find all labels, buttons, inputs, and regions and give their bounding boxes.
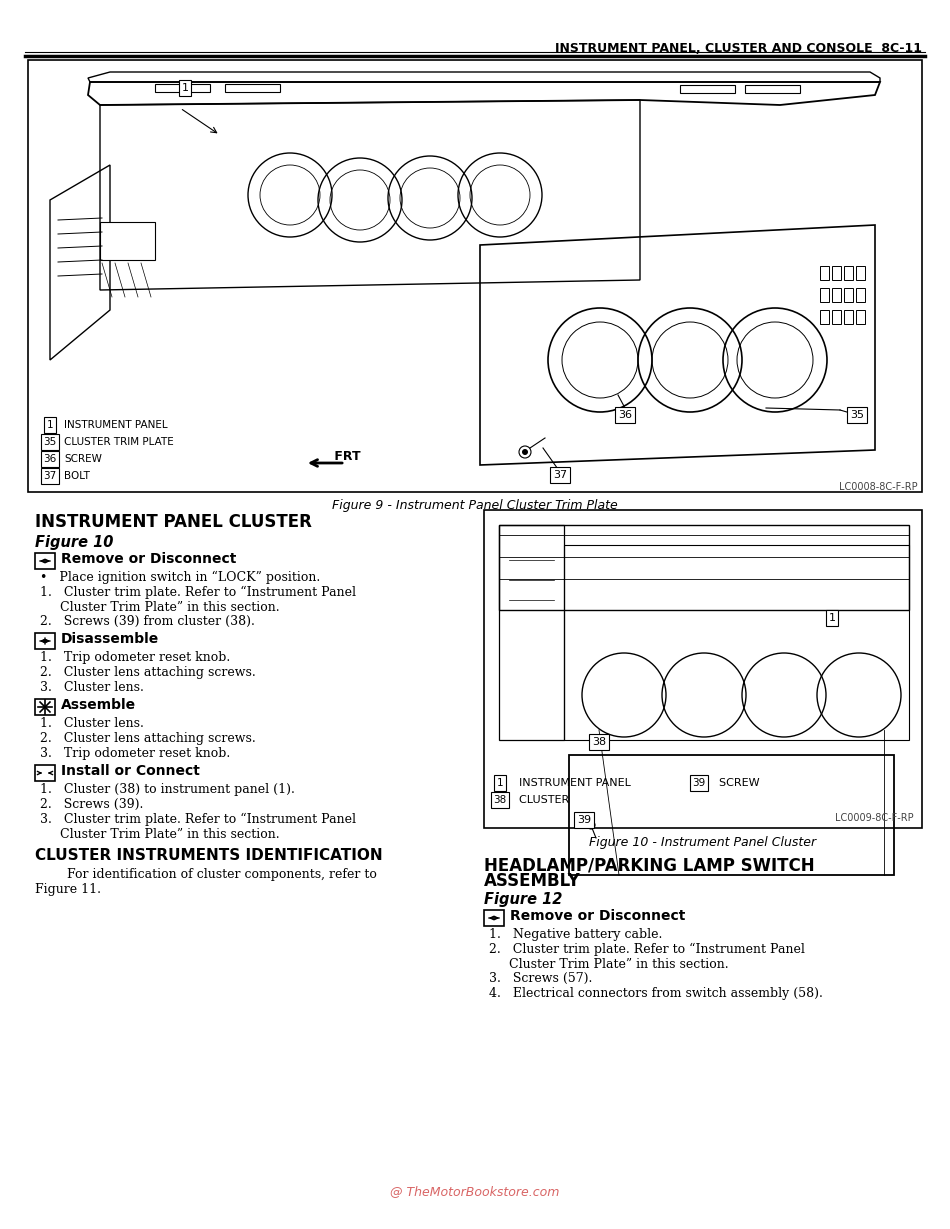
Text: 37: 37: [44, 471, 57, 481]
Text: 1: 1: [181, 84, 188, 93]
Bar: [100, 222, 155, 261]
Bar: [856, 288, 865, 302]
Bar: [820, 310, 829, 324]
Text: INSTRUMENT PANEL: INSTRUMENT PANEL: [512, 778, 631, 788]
Text: 4.   Electrical connectors from switch assembly (58).: 4. Electrical connectors from switch ass…: [489, 987, 823, 1000]
Bar: [832, 310, 841, 324]
Bar: [35, 699, 55, 715]
Text: 38: 38: [493, 795, 506, 805]
Text: SCREW: SCREW: [712, 778, 760, 788]
Text: HEADLAMP/PARKING LAMP SWITCH: HEADLAMP/PARKING LAMP SWITCH: [484, 857, 814, 874]
Text: Install or Connect: Install or Connect: [61, 764, 200, 778]
Text: 2.   Screws (39).: 2. Screws (39).: [40, 798, 143, 811]
Bar: [35, 633, 55, 649]
Text: 1: 1: [47, 420, 53, 430]
Text: 39: 39: [693, 778, 706, 788]
Text: Disassemble: Disassemble: [61, 632, 160, 646]
Text: 37: 37: [553, 469, 567, 481]
Text: 1.   Cluster trim plate. Refer to “Instrument Panel
     Cluster Trim Plate” in : 1. Cluster trim plate. Refer to “Instrum…: [40, 586, 356, 614]
Text: Figure 10 - Instrument Panel Cluster: Figure 10 - Instrument Panel Cluster: [589, 836, 817, 849]
Bar: [484, 909, 504, 925]
Text: 35: 35: [850, 410, 864, 420]
Bar: [820, 265, 829, 280]
Text: Assemble: Assemble: [61, 698, 136, 712]
Text: 1: 1: [497, 778, 504, 788]
Bar: [28, 60, 922, 492]
Text: 3.   Trip odometer reset knob.: 3. Trip odometer reset knob.: [40, 747, 230, 760]
Bar: [856, 310, 865, 324]
Text: 3.   Cluster lens.: 3. Cluster lens.: [40, 681, 143, 694]
Text: INSTRUMENT PANEL, CLUSTER AND CONSOLE  8C-11: INSTRUMENT PANEL, CLUSTER AND CONSOLE 8C…: [555, 42, 922, 55]
Text: Figure 9 - Instrument Panel Cluster Trim Plate: Figure 9 - Instrument Panel Cluster Trim…: [332, 499, 618, 512]
Text: @ TheMotorBookstore.com: @ TheMotorBookstore.com: [390, 1185, 560, 1198]
Text: 3.   Screws (57).: 3. Screws (57).: [489, 972, 593, 984]
Text: 2.   Cluster lens attaching screws.: 2. Cluster lens attaching screws.: [40, 732, 256, 745]
Text: 35: 35: [44, 438, 57, 447]
Text: SCREW: SCREW: [64, 454, 102, 465]
Bar: [35, 553, 55, 569]
Text: 1.   Negative battery cable.: 1. Negative battery cable.: [489, 928, 662, 941]
Text: 2.   Cluster lens attaching screws.: 2. Cluster lens attaching screws.: [40, 666, 256, 678]
Bar: [856, 265, 865, 280]
Text: 2.   Cluster trim plate. Refer to “Instrument Panel
     Cluster Trim Plate” in : 2. Cluster trim plate. Refer to “Instrum…: [489, 943, 805, 971]
Text: 1.   Cluster (38) to instrument panel (1).: 1. Cluster (38) to instrument panel (1).: [40, 783, 294, 796]
Text: Remove or Disconnect: Remove or Disconnect: [510, 909, 685, 923]
Text: Figure 12: Figure 12: [484, 892, 562, 907]
Bar: [844, 288, 853, 302]
Bar: [484, 510, 922, 828]
Text: LC0008-8C-F-RP: LC0008-8C-F-RP: [840, 482, 918, 492]
Text: CLUSTER: CLUSTER: [512, 795, 569, 805]
Text: INSTRUMENT PANEL CLUSTER: INSTRUMENT PANEL CLUSTER: [35, 512, 312, 531]
Text: 39: 39: [577, 815, 591, 825]
Text: 36: 36: [44, 454, 57, 465]
Text: 1.   Trip odometer reset knob.: 1. Trip odometer reset knob.: [40, 651, 230, 664]
Bar: [35, 764, 55, 780]
Bar: [832, 265, 841, 280]
Text: ASSEMBLY: ASSEMBLY: [484, 873, 580, 890]
Text: BOLT: BOLT: [64, 471, 90, 481]
Text: For identification of cluster components, refer to
Figure 11.: For identification of cluster components…: [35, 868, 377, 896]
Bar: [844, 310, 853, 324]
Circle shape: [522, 449, 528, 455]
Text: CLUSTER INSTRUMENTS IDENTIFICATION: CLUSTER INSTRUMENTS IDENTIFICATION: [35, 848, 383, 863]
Bar: [820, 288, 829, 302]
Text: LC0009-8C-F-RP: LC0009-8C-F-RP: [835, 814, 914, 823]
Text: 38: 38: [592, 737, 606, 747]
Text: Figure 10: Figure 10: [35, 535, 113, 551]
Text: 1.   Cluster lens.: 1. Cluster lens.: [40, 717, 143, 730]
Text: 2.   Screws (39) from cluster (38).: 2. Screws (39) from cluster (38).: [40, 614, 255, 628]
Text: 36: 36: [618, 410, 632, 420]
Bar: [844, 265, 853, 280]
Bar: [832, 288, 841, 302]
Bar: [155, 84, 210, 92]
Text: •   Place ignition switch in “LOCK” position.: • Place ignition switch in “LOCK” positi…: [40, 571, 320, 584]
Text: 1: 1: [828, 613, 835, 623]
Bar: [225, 84, 280, 92]
Text: FRT: FRT: [330, 450, 361, 462]
Text: INSTRUMENT PANEL: INSTRUMENT PANEL: [64, 420, 167, 430]
Bar: [680, 85, 735, 93]
Text: 3.   Cluster trim plate. Refer to “Instrument Panel
     Cluster Trim Plate” in : 3. Cluster trim plate. Refer to “Instrum…: [40, 814, 356, 841]
Bar: [745, 85, 800, 93]
Text: Remove or Disconnect: Remove or Disconnect: [61, 552, 237, 567]
Text: CLUSTER TRIM PLATE: CLUSTER TRIM PLATE: [64, 438, 174, 447]
